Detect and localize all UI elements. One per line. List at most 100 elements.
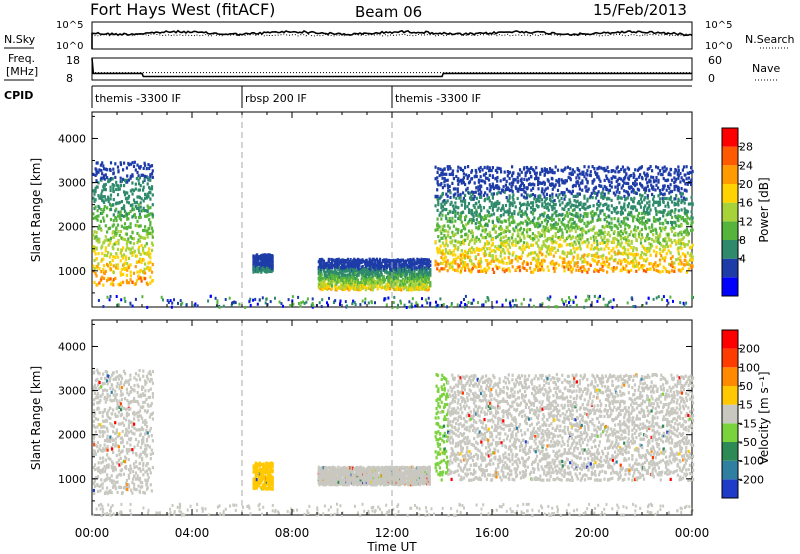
power-cell: [569, 205, 572, 209]
power-cell: [449, 220, 452, 224]
power-cell: [637, 267, 641, 271]
power-cell: [496, 247, 499, 251]
power-cell: [541, 169, 544, 173]
power-cell: [526, 242, 529, 247]
velocity-cell: [93, 370, 96, 374]
power-cell: [350, 279, 353, 283]
power-cell: [124, 180, 128, 184]
power-cell: [644, 204, 647, 208]
freq-tick-bottom: 8: [66, 72, 73, 85]
power-cell: [132, 188, 136, 193]
power-cell: [657, 186, 660, 190]
power-ground-cell: [593, 294, 596, 298]
power-cell: [503, 229, 506, 233]
velocity-cell: [93, 479, 97, 483]
power-cell: [413, 259, 416, 263]
power-cell: [425, 258, 428, 262]
power-cell: [94, 252, 97, 256]
power-cell: [526, 186, 529, 190]
power-cell: [146, 228, 149, 232]
power-cell: [535, 235, 538, 239]
power-cell: [491, 182, 494, 186]
power-cell: [561, 193, 565, 197]
power-cell: [527, 217, 531, 221]
power-cell: [369, 287, 372, 292]
power-cell: [115, 207, 118, 211]
power-cell: [508, 215, 511, 219]
power-ground-cell: [160, 295, 163, 299]
power-cell: [441, 267, 444, 271]
power-cell: [374, 258, 377, 262]
power-cell: [143, 228, 146, 233]
power-cell: [112, 270, 115, 275]
power-cell: [579, 213, 582, 217]
power-cell: [444, 229, 447, 233]
power-cell: [477, 205, 480, 209]
power-cell: [144, 174, 147, 178]
power-cell: [649, 179, 652, 183]
power-ground-cell: [661, 298, 663, 302]
power-cell: [641, 194, 644, 198]
power-cell: [394, 260, 397, 265]
power-cell: [117, 238, 120, 243]
power-cell: [109, 207, 113, 212]
power-cell: [475, 186, 478, 190]
power-ground-cell: [274, 296, 276, 300]
power-cell: [327, 272, 330, 276]
power-cell: [129, 176, 132, 180]
power-cell: [627, 248, 630, 252]
power-cell: [149, 175, 152, 179]
power-cell: [579, 219, 582, 224]
power-cell: [419, 285, 422, 289]
power-cell: [665, 167, 668, 171]
power-cell: [603, 240, 606, 244]
power-cell: [456, 187, 459, 191]
power-cell: [563, 269, 566, 273]
power-cell: [658, 189, 662, 193]
freq-strip-frame: [91, 57, 693, 81]
power-cell: [92, 189, 95, 193]
power-cell: [601, 209, 604, 213]
power-cell: [146, 213, 149, 217]
power-cell: [451, 210, 455, 214]
power-cell: [662, 200, 665, 204]
power-cell: [663, 209, 666, 213]
power-cell: [648, 203, 651, 208]
power-cell: [681, 168, 684, 172]
power-cell: [563, 265, 566, 269]
power-cell: [265, 259, 268, 263]
power-ground-cell: [607, 301, 610, 305]
power-ground-cell: [408, 300, 411, 304]
power-cell: [624, 208, 627, 212]
power-cell: [416, 272, 419, 277]
power-cell: [471, 266, 474, 270]
power-cell: [575, 247, 578, 251]
power-cell: [148, 226, 151, 231]
power-cell: [594, 191, 597, 195]
power-cell: [603, 230, 606, 234]
power-ground-cell: [669, 295, 672, 299]
power-cell: [543, 167, 546, 171]
power-cell: [321, 279, 324, 283]
power-cell: [474, 257, 477, 261]
power-cell: [112, 197, 115, 202]
power-cell: [124, 255, 128, 259]
power-cell: [418, 271, 421, 275]
power-cell: [533, 237, 536, 241]
power-cell: [627, 270, 631, 274]
power-cell: [136, 260, 139, 264]
power-cell: [131, 174, 134, 178]
power-cell: [685, 177, 688, 181]
power-cell: [134, 215, 137, 220]
power-cell: [475, 265, 478, 269]
power-cell: [494, 257, 497, 262]
power-cell: [527, 245, 531, 249]
power-cell: [451, 169, 455, 173]
power-cell: [120, 236, 123, 240]
power-cell: [472, 248, 475, 252]
power-cell: [576, 264, 579, 268]
power-cell: [441, 172, 444, 176]
power-ground-cell: [599, 294, 601, 298]
power-cell: [502, 207, 505, 211]
power-cell: [518, 187, 521, 191]
